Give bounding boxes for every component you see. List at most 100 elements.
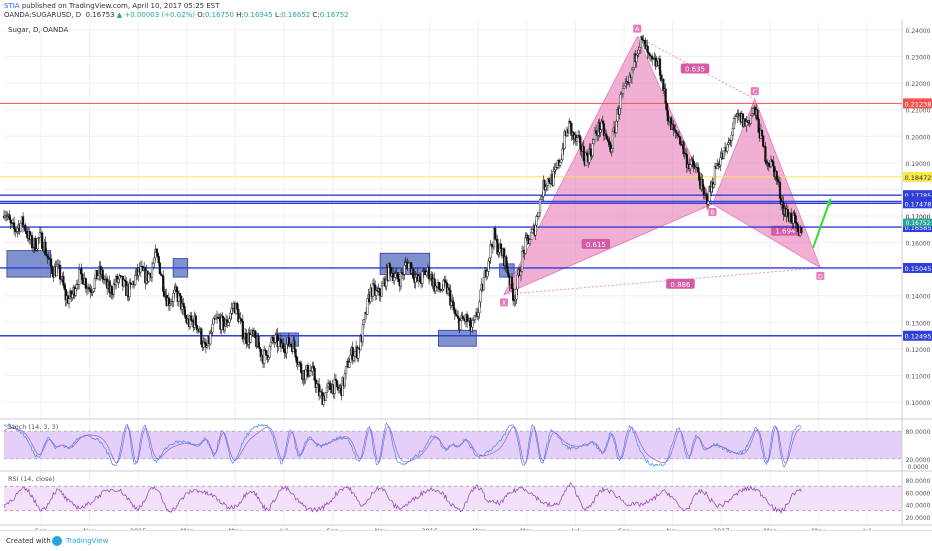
rsi-title: RSI (14, close) [8,475,55,483]
tradingview-logo-icon[interactable] [52,536,62,546]
publish-info: published on TradingView.com, April 10, … [21,2,220,10]
candle-body [538,199,542,214]
ratio-badge [666,278,695,289]
level-tag [903,262,932,273]
candle-body [221,315,224,318]
pattern-point-badge [500,298,509,307]
candle-body [479,289,482,303]
x-tick-label: 2016 [421,527,438,530]
candle-body [494,228,497,240]
candle-body [35,248,38,251]
candle-body [343,373,346,386]
y-tick-label: 0.17000 [906,214,931,221]
candle-body [393,277,396,282]
rsi-band [4,486,902,511]
candle-body [488,257,491,262]
footer: Created with TradingView [0,530,932,551]
candle-body [388,263,391,269]
candle-body [519,271,523,276]
candle-body [665,102,668,111]
candle-body [362,319,366,325]
candle-body [222,317,225,331]
y-tick-label: 0.10000 [906,400,931,407]
candle-body [122,279,126,287]
candle-body [490,244,493,247]
y-tick-label: 0.22000 [906,81,931,88]
pattern-point-badge [750,87,759,96]
candle-body [236,303,239,310]
price-chart[interactable]: X A B C D 0.635 0.615 1.694 0.886 0.24000 0.23000… [0,20,932,530]
candle-body [618,108,621,115]
candle-body [372,283,376,286]
x-tick-label: Mar [472,527,485,530]
candle-body [631,67,635,71]
candle-body [531,229,534,233]
candle-body [400,272,404,274]
candle-body [46,255,49,259]
candle-body [515,288,518,300]
candle-body [619,94,622,109]
candle-body [466,314,469,322]
projection-arrow[interactable] [812,198,832,249]
candle-body [621,88,625,94]
candle-body [153,257,156,264]
zone-box[interactable] [438,329,477,347]
symbol-label: OANDA:SUGARUSD, D [4,11,82,19]
candle-body [712,184,715,188]
candle-body [560,159,563,163]
candle-body [599,129,602,133]
candle-body [361,324,364,343]
candle-body [258,346,261,350]
candle-body [796,224,800,232]
arrow-shaft[interactable] [812,198,832,249]
candle-body [499,243,502,249]
open-value: 0.16750 [205,11,234,19]
candle-body [635,54,638,63]
candle-body [156,252,159,257]
candle-body [257,336,260,348]
candle-body [452,302,455,311]
publish-line: STIA published on TradingView.com, April… [4,2,219,10]
candle-body [14,228,17,232]
ratio-label: 1.694 [775,228,796,236]
candle-body [338,388,341,391]
horizontal-levels[interactable] [0,102,902,337]
candle-body [396,272,399,280]
chart-header: STIA published on TradingView.com, April… [0,0,932,20]
ratio-line-xb [503,203,713,295]
stoch-d-line [3,426,802,464]
candle-body [734,115,737,119]
candle-body [497,252,500,255]
last-price-tag [903,218,932,227]
candle-body [611,131,615,149]
candle-body [569,120,572,124]
candle-body [183,306,186,316]
publisher-name[interactable]: STIA [4,2,20,10]
candle-body [269,341,272,347]
candle-body [757,118,760,133]
candle-body [607,139,610,143]
stoch-title: Stoch (14, 3, 3) [8,423,58,431]
rsi-line [3,482,802,515]
candle-body [606,136,609,140]
candle-body [283,348,286,353]
tradingview-link[interactable]: TradingView [66,537,109,545]
candle-body [158,262,161,275]
candle-body [771,159,774,162]
zone-box[interactable] [6,250,52,278]
candle-body [92,288,95,292]
candle-body [348,362,351,368]
x-tick-label: Nov [666,527,679,530]
pattern-point-label: C [752,88,757,96]
candle-body [157,256,160,264]
candle-body [496,238,499,255]
candle-body [399,272,403,287]
x-tick-label: Mar [181,527,194,530]
candle-body [506,266,509,274]
candle-body [482,277,486,291]
y-tick-label: 0.14000 [906,294,931,301]
chart-labels: 0.212380.184720.177850.175470.174780.165… [8,26,932,483]
candle-body [594,130,598,134]
candle-body [80,267,83,275]
candle-body [274,334,277,343]
